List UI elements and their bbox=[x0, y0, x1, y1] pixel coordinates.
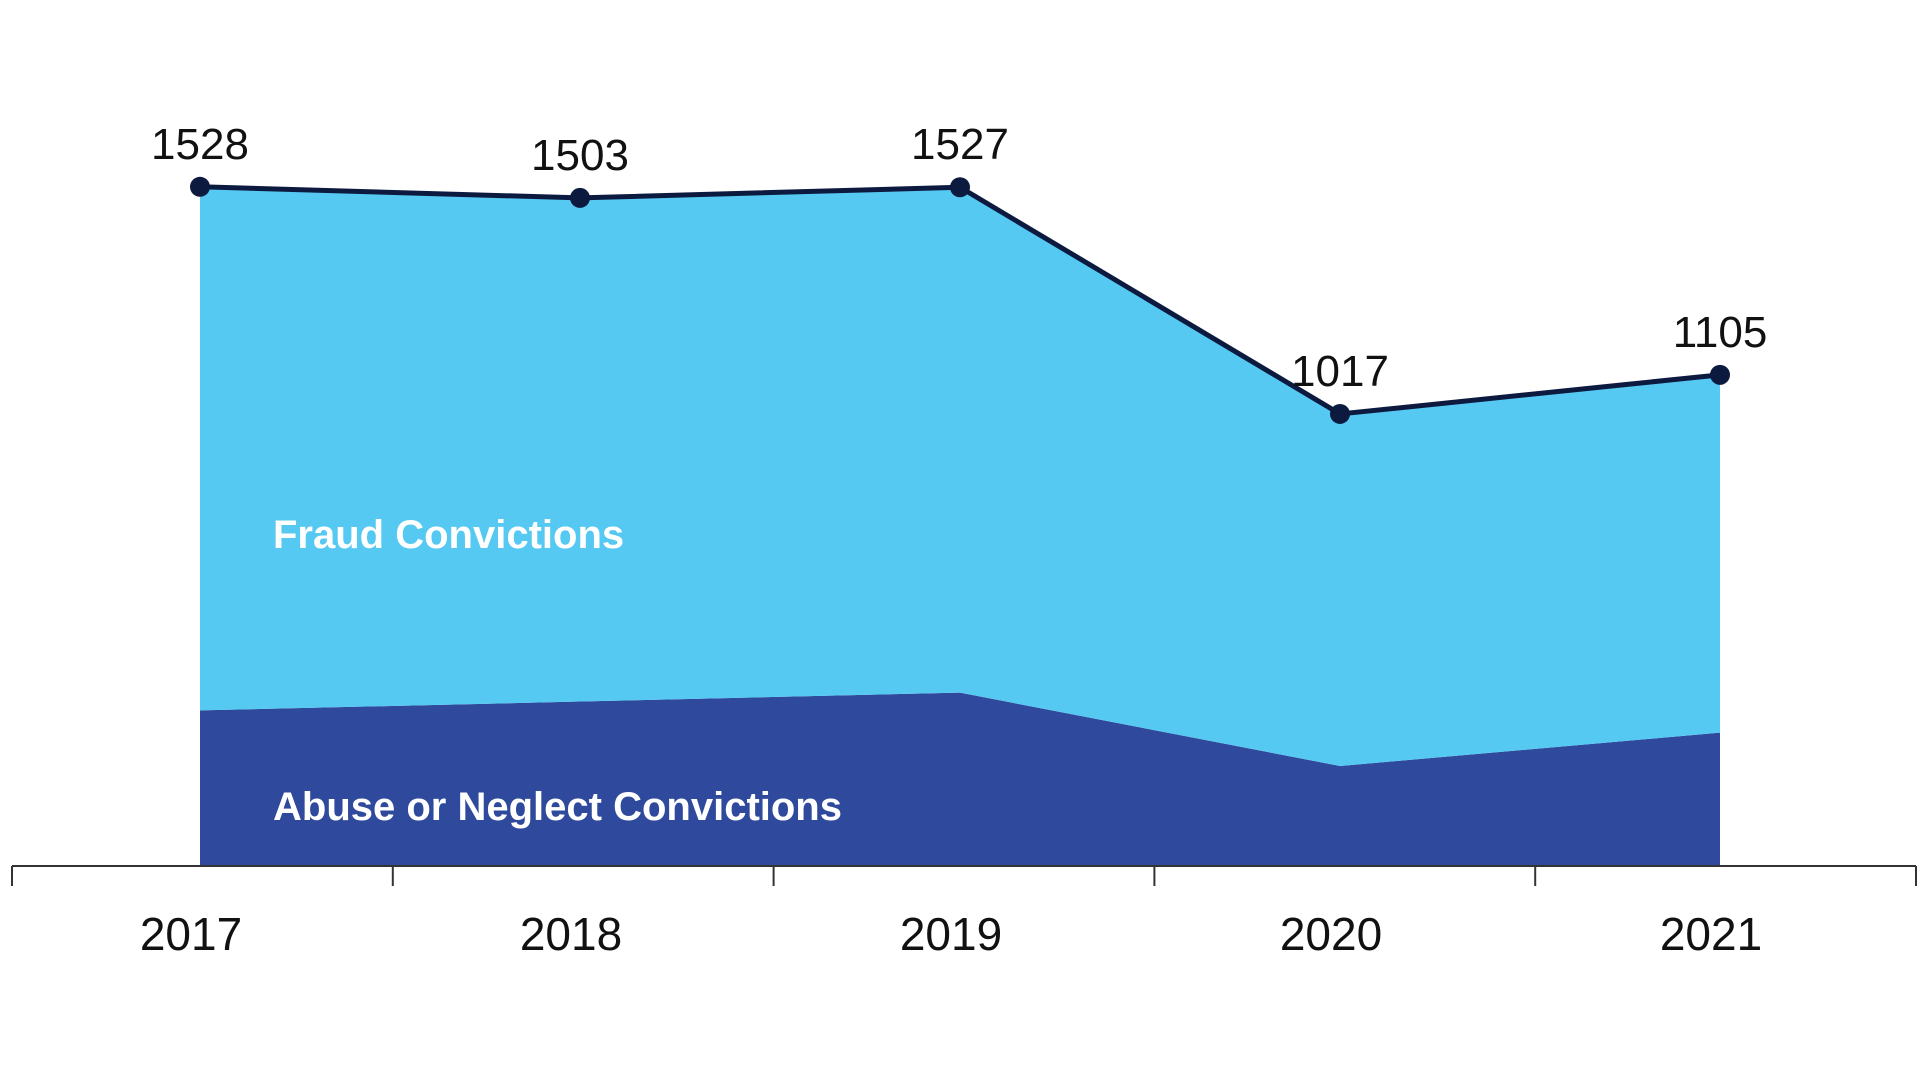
data-label-2017: 1528 bbox=[151, 120, 249, 169]
total-point-2019 bbox=[950, 177, 970, 198]
total-point-2020 bbox=[1330, 403, 1350, 424]
x-tick-label-2021: 2021 bbox=[1660, 908, 1762, 960]
area-fraud-convictions bbox=[200, 186, 1720, 766]
area-label-fraud: Fraud Convictions bbox=[273, 513, 624, 557]
x-tick-label-2017: 2017 bbox=[140, 908, 242, 960]
total-point-2017 bbox=[190, 176, 210, 197]
total-point-2018 bbox=[570, 187, 590, 208]
data-label-2021: 1105 bbox=[1673, 308, 1768, 357]
data-label-2018: 1503 bbox=[531, 131, 629, 180]
area-abuse-or-neglect-convictions bbox=[200, 692, 1720, 866]
area-label-abuse-neglect: Abuse or Neglect Convictions bbox=[273, 785, 842, 829]
x-axis: 2017 2018 2019 2020 2021 bbox=[11, 865, 1917, 960]
data-labels-layer: 1528 1503 1527 1017 1105 bbox=[151, 120, 1767, 396]
area-labels-layer: Fraud Convictions Abuse or Neglect Convi… bbox=[273, 513, 842, 829]
data-label-2019: 1527 bbox=[911, 120, 1009, 169]
totals-line-layer bbox=[190, 176, 1730, 424]
data-label-2020: 1017 bbox=[1291, 347, 1389, 396]
areas-layer bbox=[200, 186, 1720, 866]
total-point-2021 bbox=[1710, 364, 1730, 385]
x-tick-label-2018: 2018 bbox=[520, 908, 622, 960]
x-tick-label-2019: 2019 bbox=[900, 908, 1002, 960]
x-tick-label-2020: 2020 bbox=[1280, 908, 1382, 960]
